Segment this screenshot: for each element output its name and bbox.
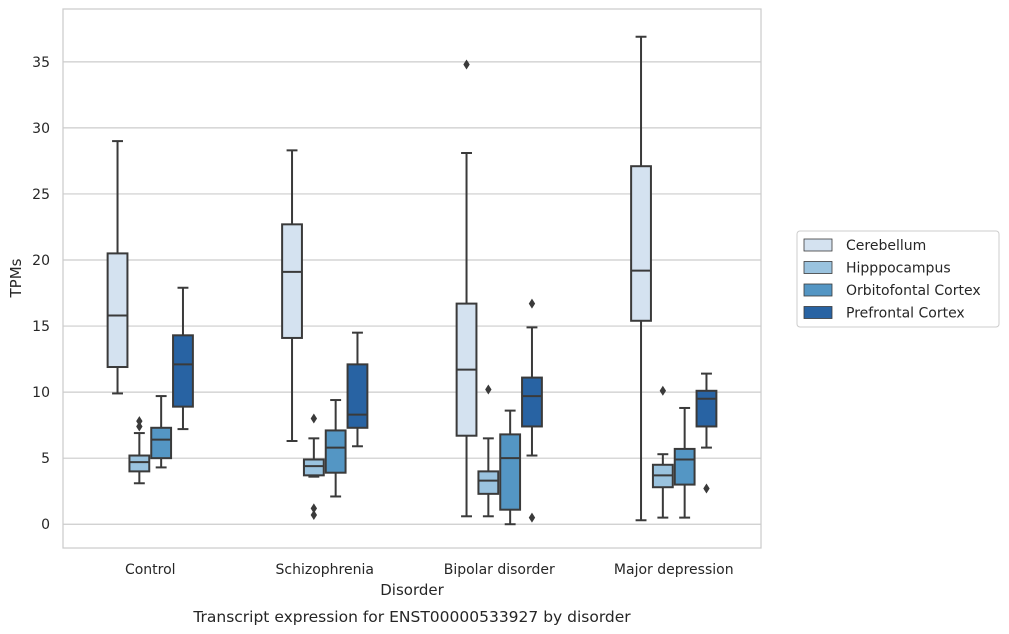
y-tick-label: 5 [41, 451, 50, 467]
box-iqr [128, 454, 151, 473]
x-tick-label: Major depression [614, 562, 734, 578]
box-iqr [281, 223, 303, 339]
x-tick-labels: Control Schizophrenia Bipolar disorder Majo… [125, 562, 734, 578]
y-tick-label: 30 [32, 121, 50, 137]
box-2-3 [521, 298, 543, 523]
box-3-3 [695, 372, 718, 494]
x-tick-label: Schizophrenia [276, 562, 374, 578]
x-tick-label: Control [125, 562, 176, 578]
box-2-0 [455, 59, 478, 518]
box-1-1 [302, 413, 325, 520]
box-iqr [324, 429, 347, 474]
y-tick-labels: 0 5 10 15 20 25 30 35 [32, 55, 50, 533]
box-3-0 [630, 35, 652, 522]
outlier-point [703, 483, 710, 494]
chart-caption: Transcript expression for ENST0000053392… [192, 608, 631, 626]
outlier-point [528, 298, 536, 309]
outlier-point [463, 59, 470, 70]
outlier-point [310, 509, 318, 520]
box-2-1 [477, 384, 500, 518]
legend-swatch [803, 283, 833, 297]
box-0-0 [106, 140, 129, 395]
legend-frame [796, 230, 1000, 328]
plot-frame [62, 8, 762, 549]
outlier-point [310, 413, 318, 424]
box-3-2 [673, 406, 696, 519]
box-0-2 [150, 395, 173, 469]
y-tick-label: 25 [32, 187, 50, 203]
box-iqr [150, 426, 173, 460]
outlier-point [485, 384, 492, 395]
outlier-point [310, 503, 318, 514]
box-1-0 [281, 149, 303, 442]
legend-swatch [803, 238, 833, 252]
legend-label: Orbitofontal Cortex [846, 283, 981, 299]
legend: Cerebellum Hipppocampus Orbitofontal Corte… [796, 230, 1000, 328]
box-iqr [302, 458, 325, 477]
y-tick-label: 35 [32, 55, 50, 71]
box-iqr [695, 389, 718, 428]
y-tick-label: 0 [41, 517, 50, 533]
y-tick-label: 20 [32, 253, 50, 269]
box-0-3 [172, 286, 194, 431]
outlier-point [136, 416, 143, 427]
box-iqr [499, 433, 522, 511]
box-2-2 [499, 409, 522, 526]
box-3-1 [651, 385, 674, 519]
box-groups [106, 35, 718, 526]
box-iqr [630, 165, 652, 322]
outlier-point [659, 385, 667, 396]
y-tick-label: 10 [32, 385, 50, 401]
box-iqr [477, 470, 500, 495]
y-axis-label: TPMs [7, 258, 25, 298]
outlier-point [136, 421, 143, 432]
box-iqr [346, 363, 369, 429]
box-iqr [172, 334, 194, 408]
legend-label: Hipppocampus [846, 261, 951, 277]
box-iqr [673, 447, 696, 486]
legend-swatch [803, 306, 833, 319]
outlier-point [528, 512, 536, 523]
box-iqr [521, 376, 543, 428]
box-iqr [106, 252, 129, 369]
legend-swatch [803, 261, 833, 274]
box-1-3 [346, 331, 369, 448]
box-0-1 [128, 416, 151, 485]
x-axis-label: Disorder [380, 581, 444, 599]
x-tick-label: Bipolar disorder [444, 562, 555, 578]
box-1-2 [324, 399, 347, 498]
legend-label: Cerebellum [846, 238, 926, 254]
legend-label: Prefrontal Cortex [846, 306, 965, 322]
y-tick-label: 15 [32, 319, 50, 335]
